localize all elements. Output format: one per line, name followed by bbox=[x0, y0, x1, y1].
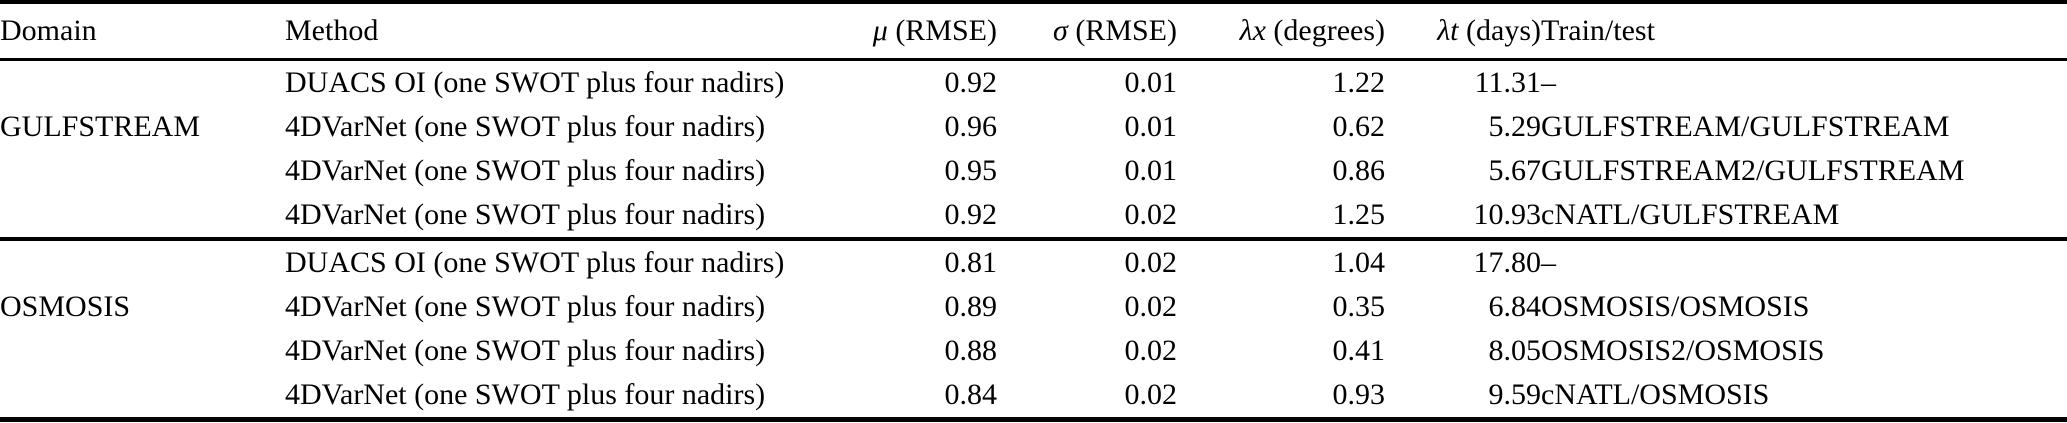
cell-method: DUACS OI (one SWOT plus four nadirs) bbox=[285, 237, 845, 285]
cell-lambda-x: 1.22 bbox=[1332, 66, 1386, 99]
cell-domain bbox=[0, 329, 285, 373]
cell-train-test: OSMOSIS2/OSMOSIS bbox=[1541, 334, 1825, 367]
table-row: 4DVarNet (one SWOT plus four nadirs) 0.9… bbox=[0, 193, 2067, 239]
col-header-method: Method bbox=[285, 2, 845, 61]
table-header: Domain Method μ (RMSE) σ (RMSE) λx (degr… bbox=[0, 2, 2067, 61]
cell-lambda-x: 0.41 bbox=[1332, 334, 1386, 367]
table-row: OSMOSIS 4DVarNet (one SWOT plus four nad… bbox=[0, 285, 2067, 329]
cell-lambda-t: 8.05 bbox=[1488, 334, 1542, 367]
cell-train-test: – bbox=[1541, 237, 2067, 285]
cell-mu: 0.81 bbox=[845, 237, 997, 285]
cell-train-test: cNATL/OSMOSIS bbox=[1541, 378, 1770, 411]
table-row: 4DVarNet (one SWOT plus four nadirs) 0.8… bbox=[0, 373, 2067, 420]
col-header-sigma-label: (RMSE) bbox=[1067, 14, 1177, 47]
col-header-lambda-t: λt (days) bbox=[1385, 2, 1541, 61]
table-row: DUACS OI (one SWOT plus four nadirs) 0.9… bbox=[0, 60, 2067, 106]
cell-domain-group-label: GULFSTREAM bbox=[0, 110, 201, 143]
lambda-t-symbol: λt bbox=[1437, 14, 1459, 47]
cell-train-test: OSMOSIS/OSMOSIS bbox=[1541, 290, 1810, 323]
cell-lambda-t: 6.84 bbox=[1488, 290, 1542, 323]
mu-symbol: μ bbox=[872, 14, 888, 47]
sigma-symbol: σ bbox=[1053, 14, 1068, 47]
col-header-train-test: Train/test bbox=[1541, 2, 2067, 61]
cell-mu: 0.84 bbox=[944, 378, 998, 411]
cell-method: 4DVarNet (one SWOT plus four nadirs) bbox=[285, 154, 766, 187]
cell-method: DUACS OI (one SWOT plus four nadirs) bbox=[285, 66, 785, 99]
cell-domain bbox=[0, 237, 285, 285]
col-header-lambda-x: λx (degrees) bbox=[1177, 2, 1385, 61]
table-row: 4DVarNet (one SWOT plus four nadirs) 0.8… bbox=[0, 329, 2067, 373]
cell-method: 4DVarNet (one SWOT plus four nadirs) bbox=[285, 378, 766, 411]
cell-lambda-x: 0.35 bbox=[1332, 290, 1386, 323]
cell-lambda-x: 1.04 bbox=[1177, 237, 1385, 285]
col-header-train-test-label: Train/test bbox=[1541, 14, 1655, 47]
cell-train-test: – bbox=[1541, 66, 1556, 99]
col-header-domain: Domain bbox=[0, 2, 285, 61]
cell-mu: 0.96 bbox=[944, 110, 998, 143]
cell-lambda-t: 9.59 bbox=[1488, 378, 1542, 411]
col-header-domain-label: Domain bbox=[0, 14, 97, 47]
col-header-mu-label: (RMSE) bbox=[887, 14, 997, 47]
cell-train-test: cNATL/GULFSTREAM bbox=[1541, 198, 1840, 231]
cell-sigma: 0.02 bbox=[1124, 198, 1178, 231]
cell-sigma: 0.02 bbox=[1124, 378, 1178, 411]
cell-mu: 0.89 bbox=[944, 290, 998, 323]
cell-sigma: 0.01 bbox=[1124, 154, 1178, 187]
cell-method: 4DVarNet (one SWOT plus four nadirs) bbox=[285, 290, 766, 323]
cell-sigma: 0.02 bbox=[997, 237, 1177, 285]
cell-domain bbox=[0, 193, 285, 239]
cell-sigma: 0.02 bbox=[1124, 334, 1178, 367]
col-header-sigma-rmse: σ (RMSE) bbox=[997, 2, 1177, 61]
cell-lambda-t: 17.80 bbox=[1385, 237, 1541, 285]
cell-mu: 0.92 bbox=[944, 66, 998, 99]
cell-mu: 0.88 bbox=[944, 334, 998, 367]
cell-domain bbox=[0, 60, 285, 106]
cell-train-test: GULFSTREAM2/GULFSTREAM bbox=[1541, 154, 1965, 187]
cell-lambda-x: 0.62 bbox=[1332, 110, 1386, 143]
cell-domain-group-label: OSMOSIS bbox=[0, 290, 131, 323]
col-header-lambda-x-label: (degrees) bbox=[1265, 14, 1385, 47]
cell-method: 4DVarNet (one SWOT plus four nadirs) bbox=[285, 198, 766, 231]
cell-lambda-x: 1.25 bbox=[1332, 198, 1386, 231]
col-header-lambda-t-label: (days) bbox=[1458, 14, 1541, 47]
header-row: Domain Method μ (RMSE) σ (RMSE) λx (degr… bbox=[0, 2, 2067, 61]
cell-method: 4DVarNet (one SWOT plus four nadirs) bbox=[285, 334, 766, 367]
col-header-mu-rmse: μ (RMSE) bbox=[845, 2, 997, 61]
cell-mu: 0.92 bbox=[944, 198, 998, 231]
cell-lambda-x: 0.86 bbox=[1332, 154, 1386, 187]
table-row: DUACS OI (one SWOT plus four nadirs) 0.8… bbox=[0, 237, 2067, 285]
cell-train-test: GULFSTREAM/GULFSTREAM bbox=[1541, 110, 1950, 143]
cell-sigma: 0.02 bbox=[1124, 290, 1178, 323]
cell-lambda-t: 5.67 bbox=[1488, 154, 1542, 187]
col-header-method-label: Method bbox=[285, 14, 379, 47]
cell-method: 4DVarNet (one SWOT plus four nadirs) bbox=[285, 110, 766, 143]
table-row: GULFSTREAM 4DVarNet (one SWOT plus four … bbox=[0, 105, 2067, 149]
table-body: DUACS OI (one SWOT plus four nadirs) 0.9… bbox=[0, 60, 2067, 420]
cell-domain bbox=[0, 149, 285, 193]
cell-domain bbox=[0, 373, 285, 420]
cell-mu: 0.95 bbox=[944, 154, 998, 187]
lambda-x-symbol: λx bbox=[1239, 14, 1266, 47]
cell-lambda-t: 5.29 bbox=[1488, 110, 1542, 143]
cell-sigma: 0.01 bbox=[1124, 110, 1178, 143]
cell-lambda-t: 11.31 bbox=[1474, 66, 1541, 99]
cell-lambda-x: 0.93 bbox=[1332, 378, 1386, 411]
cell-sigma: 0.01 bbox=[1124, 66, 1178, 99]
table-row: 4DVarNet (one SWOT plus four nadirs) 0.9… bbox=[0, 149, 2067, 193]
cell-lambda-t: 10.93 bbox=[1473, 198, 1542, 231]
